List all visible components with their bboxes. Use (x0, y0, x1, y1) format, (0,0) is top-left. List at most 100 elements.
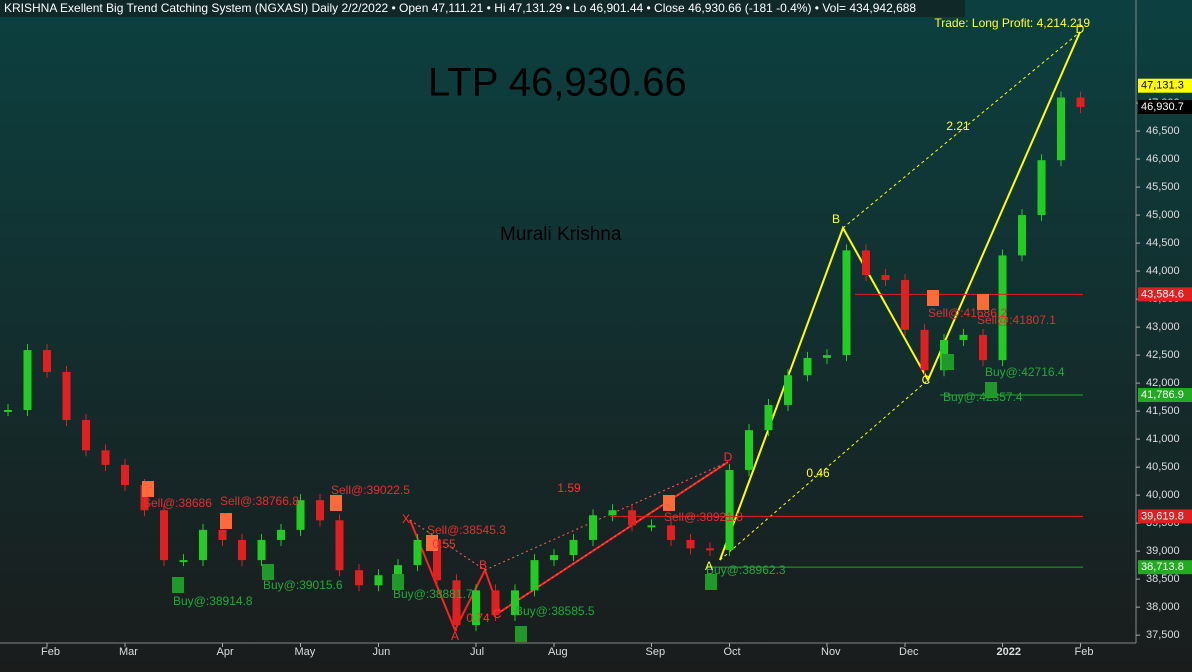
signal-icon (515, 626, 527, 642)
title-bar (0, 0, 965, 17)
signal-icon (330, 495, 342, 511)
level-label: 41,786.9 (1141, 389, 1184, 401)
candle (784, 375, 792, 405)
y-tick-label: 44,000 (1146, 265, 1180, 277)
candle (569, 539, 578, 556)
signal-label: Buy@:38585.5 (515, 604, 595, 618)
candle (920, 329, 929, 371)
x-tick-label: Feb (41, 646, 60, 658)
candle (764, 404, 773, 431)
pattern-label: D (724, 450, 733, 464)
candle (550, 555, 558, 561)
y-tick-label: 42,000 (1146, 377, 1180, 389)
candle (745, 430, 753, 470)
candle (121, 464, 129, 486)
x-tick-label: Aug (548, 646, 568, 658)
candle (218, 529, 227, 540)
pattern-label: 2.21 (946, 119, 970, 133)
candle (803, 357, 812, 376)
signal-label: Buy@:38962.3 (706, 563, 786, 577)
x-tick-label: 2022 (997, 646, 1021, 658)
x-tick-label: Apr (217, 646, 234, 658)
candle (43, 350, 51, 372)
candle (491, 590, 500, 615)
y-tick-label: 39,000 (1146, 545, 1180, 557)
y-tick-label: 41,000 (1146, 433, 1180, 445)
x-tick-label: May (295, 646, 316, 658)
candle (979, 334, 987, 361)
y-tick-label: 45,000 (1146, 209, 1180, 221)
signal-label: Buy@:38881.7 (393, 587, 473, 601)
signal-icon (220, 513, 232, 529)
y-tick-label: 43,000 (1146, 321, 1180, 333)
y-tick-label: 44,500 (1146, 237, 1180, 249)
pattern-label: 1.59 (557, 481, 581, 495)
y-tick-label: 37,500 (1146, 629, 1180, 641)
pattern-label: X (402, 512, 410, 526)
pattern-yellow (719, 31, 1081, 561)
level-tag (1138, 287, 1192, 302)
x-tick-label: Feb (1075, 646, 1094, 658)
signal-label: Sell@:39022.5 (331, 483, 410, 497)
level-tag (1138, 560, 1192, 575)
candle (842, 250, 851, 356)
candle (511, 590, 519, 615)
candle (530, 560, 539, 591)
level-label: 43,584.6 (1141, 288, 1184, 300)
candle (998, 255, 1007, 361)
signal-label: Buy@:42357.4 (943, 390, 1023, 404)
level-label: 38,713.8 (1141, 561, 1184, 573)
trade-info: Trade: Long Profit: 4,214.219 (934, 16, 1090, 30)
level-tag (1138, 509, 1192, 524)
signal-label: Buy@:38914.8 (173, 594, 253, 608)
candle (667, 525, 675, 540)
y-tick-label: 40,000 (1146, 489, 1180, 501)
candle (199, 529, 207, 561)
signal-icon (977, 294, 989, 310)
candle (1076, 97, 1085, 107)
signal-label: Sell@:38766.8 (220, 494, 299, 508)
signal-label: Buy@:39015.6 (263, 578, 343, 592)
signal-icon (426, 535, 438, 551)
candle (823, 355, 831, 358)
candle (82, 420, 90, 451)
candle (23, 350, 32, 410)
candle (959, 334, 968, 340)
level-tag (1138, 99, 1192, 114)
pattern-label: B (832, 212, 840, 226)
candle (296, 500, 305, 530)
candle (1018, 215, 1026, 256)
candle (452, 580, 461, 626)
level-label: 47,131.3 (1141, 80, 1184, 92)
author: Murali Krishna (500, 224, 622, 245)
y-tick-label: 46,000 (1146, 153, 1180, 165)
level-tag (1138, 388, 1192, 403)
pattern-label: C (493, 607, 502, 621)
signal-icon (262, 564, 274, 580)
level-tag (1138, 78, 1192, 93)
y-tick-label: 46,500 (1146, 125, 1180, 137)
level-label: 46,930.7 (1141, 101, 1184, 113)
candle (374, 575, 383, 586)
candle (1057, 97, 1065, 161)
signal-icon (927, 290, 939, 306)
ltp: LTP 46,930.66 (428, 61, 687, 105)
candle (257, 539, 266, 561)
pattern-label: 0.74 (466, 611, 490, 625)
signal-icon (663, 495, 675, 511)
candle (433, 539, 441, 581)
candle (4, 409, 12, 412)
signal-label: Buy@:42716.4 (985, 365, 1065, 379)
y-tick-label: 40,500 (1146, 461, 1180, 473)
candle (628, 510, 636, 526)
signal-label: Sell@:38686 (143, 496, 212, 510)
y-tick-label: 42,500 (1146, 349, 1180, 361)
chart-title: KRISHNA Exellent Big Trend Catching Syst… (4, 1, 916, 15)
pattern-red-dotted (409, 461, 729, 613)
x-tick-label: Jun (373, 646, 391, 658)
candle (686, 539, 695, 549)
signal-label: Sell@:38545.3 (427, 523, 506, 537)
signal-icon (172, 577, 184, 593)
